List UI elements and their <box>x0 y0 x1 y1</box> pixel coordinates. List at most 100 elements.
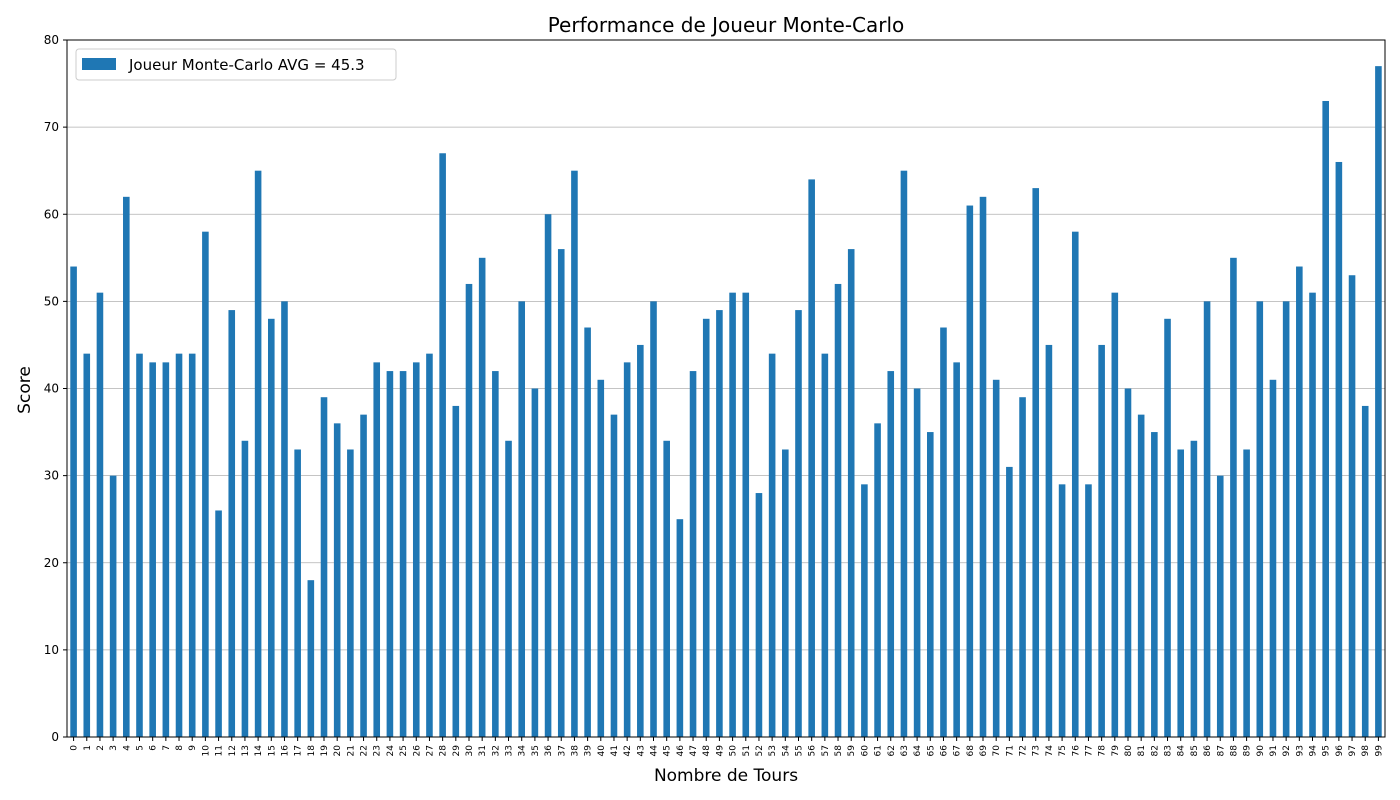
x-tick-label: 60 <box>860 745 870 757</box>
y-axis-ticks: 0 10 20 30 40 50 60 70 80 <box>44 33 67 744</box>
x-tick-label: 79 <box>1111 745 1121 757</box>
x-tick-label: 64 <box>913 745 923 757</box>
y-tick-label: 40 <box>44 382 59 396</box>
y-tick-label: 20 <box>44 556 59 570</box>
bar <box>900 170 908 737</box>
x-axis-label: Nombre de Tours <box>654 766 798 786</box>
x-tick-label: 63 <box>900 745 910 756</box>
x-tick-label: 89 <box>1243 745 1253 757</box>
x-tick-label: 97 <box>1348 745 1358 756</box>
bar <box>834 283 842 737</box>
x-tick-label: 98 <box>1361 745 1371 757</box>
y-tick-label: 50 <box>44 294 59 308</box>
y-axis-label: Score <box>15 366 35 414</box>
x-tick-label: 59 <box>847 745 857 757</box>
x-tick-label: 91 <box>1269 745 1279 756</box>
x-tick-label: 73 <box>1032 745 1042 756</box>
x-tick-label: 33 <box>505 745 515 756</box>
bar <box>597 379 605 737</box>
x-tick-label: 62 <box>887 745 897 756</box>
x-tick-label: 55 <box>794 745 804 756</box>
bar <box>386 371 394 737</box>
bar <box>557 249 565 737</box>
x-tick-label: 8 <box>175 745 185 751</box>
x-tick-label: 72 <box>1019 745 1029 756</box>
bar <box>1111 292 1119 737</box>
bar <box>847 249 855 737</box>
x-tick-label: 52 <box>755 745 765 756</box>
grid-lines <box>67 126 1385 651</box>
x-tick-label: 9 <box>188 745 198 751</box>
bar <box>412 362 420 737</box>
bar <box>966 205 974 738</box>
x-tick-label: 0 <box>70 745 80 751</box>
bar <box>228 310 236 737</box>
x-tick-label: 6 <box>149 745 159 751</box>
bar <box>1137 414 1145 737</box>
x-tick-label: 5 <box>135 745 145 751</box>
bar <box>1375 66 1382 737</box>
x-tick-label: 36 <box>544 745 554 757</box>
x-tick-label: 31 <box>478 745 488 756</box>
legend-swatch <box>82 58 116 70</box>
x-tick-label: 88 <box>1229 745 1239 757</box>
bar <box>755 493 763 737</box>
legend-label: Joueur Monte-Carlo AVG = 45.3 <box>128 56 365 74</box>
x-tick-label: 71 <box>1005 745 1015 756</box>
x-tick-label: 12 <box>228 745 238 756</box>
bar <box>1045 344 1053 737</box>
bar <box>281 301 288 737</box>
x-tick-label: 58 <box>834 745 844 757</box>
bar <box>979 196 987 737</box>
x-tick-label: 38 <box>570 745 580 757</box>
y-tick-label: 60 <box>44 207 59 221</box>
bar <box>136 353 143 737</box>
x-tick-label: 23 <box>373 745 383 756</box>
x-tick-label: 1 <box>83 745 93 751</box>
bar <box>149 362 156 737</box>
bar <box>492 371 499 737</box>
x-tick-label: 93 <box>1295 745 1305 756</box>
bar <box>768 353 776 737</box>
x-tick-label: 77 <box>1084 745 1094 756</box>
bar <box>1006 466 1013 737</box>
x-tick-label: 42 <box>623 745 633 756</box>
bar <box>992 379 1000 737</box>
x-tick-label: 74 <box>1045 745 1055 757</box>
bar <box>1177 449 1185 737</box>
bar <box>478 257 486 737</box>
bar <box>808 179 815 737</box>
bar <box>926 432 934 737</box>
bar <box>913 388 921 737</box>
bar <box>887 371 895 737</box>
x-tick-label: 35 <box>531 745 541 756</box>
x-tick-label: 87 <box>1216 745 1226 756</box>
bar <box>795 310 802 737</box>
x-tick-label: 29 <box>452 745 462 757</box>
bar <box>175 353 183 737</box>
bar <box>333 423 341 737</box>
bar <box>1256 301 1264 737</box>
x-tick-label: 66 <box>939 745 949 757</box>
x-tick-label: 90 <box>1256 745 1266 757</box>
x-tick-label: 13 <box>241 745 251 756</box>
bar <box>676 519 684 737</box>
bar <box>1058 484 1066 737</box>
bar <box>1216 475 1224 737</box>
x-tick-label: 82 <box>1150 745 1160 756</box>
bar <box>307 580 315 737</box>
x-tick-label: 30 <box>465 745 475 757</box>
bar <box>1282 301 1290 737</box>
bar <box>241 440 249 737</box>
y-tick-label: 10 <box>44 643 59 657</box>
bar <box>650 301 657 737</box>
y-tick-label: 30 <box>44 469 59 483</box>
x-tick-label: 27 <box>425 745 435 756</box>
bar <box>96 292 104 737</box>
legend: Joueur Monte-Carlo AVG = 45.3 <box>75 48 397 81</box>
bar <box>689 371 697 737</box>
x-tick-label: 92 <box>1282 745 1292 756</box>
y-tick-label: 80 <box>44 33 59 47</box>
bar <box>1164 318 1171 737</box>
y-tick-label: 0 <box>51 730 59 744</box>
